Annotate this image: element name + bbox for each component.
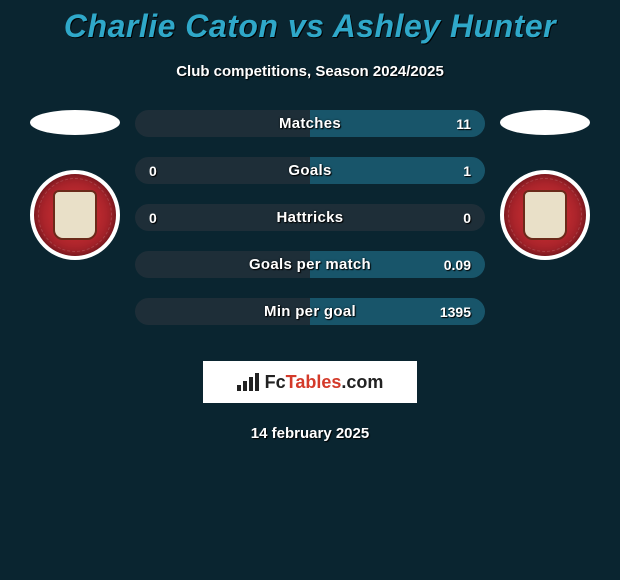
stat-right-value: 0.09	[444, 257, 471, 273]
stat-right-value: 1	[463, 163, 471, 179]
stat-left-value: 0	[149, 210, 157, 226]
stat-label: Goals per match	[135, 256, 485, 273]
stat-left-value: 0	[149, 163, 157, 179]
stats-column: Matches 11 0 Goals 1 0 Hattricks 0 Goals…	[135, 110, 485, 325]
subtitle: Club competitions, Season 2024/2025	[176, 63, 444, 80]
player-right-column	[485, 110, 605, 260]
stat-right-value: 11	[456, 116, 471, 132]
brand-com: .com	[341, 372, 383, 392]
player-left-flag-placeholder	[30, 110, 120, 135]
player-left-club-crest	[30, 170, 120, 260]
brand-watermark: FcTables.com	[203, 361, 417, 403]
player-right-club-crest	[500, 170, 590, 260]
stat-right-value: 1395	[440, 304, 471, 320]
page-title: Charlie Caton vs Ashley Hunter	[64, 8, 556, 45]
brand-fc: Fc	[265, 372, 286, 392]
player-left-column	[15, 110, 135, 260]
brand-text: FcTables.com	[265, 372, 384, 393]
stat-row-goals: 0 Goals 1	[135, 157, 485, 184]
stat-row-min-per-goal: Min per goal 1395	[135, 298, 485, 325]
stat-row-hattricks: 0 Hattricks 0	[135, 204, 485, 231]
bar-chart-icon	[237, 373, 259, 391]
stat-row-matches: Matches 11	[135, 110, 485, 137]
player-right-flag-placeholder	[500, 110, 590, 135]
stat-label: Matches	[135, 115, 485, 132]
infographic-root: Charlie Caton vs Ashley Hunter Club comp…	[0, 0, 620, 442]
stat-label: Goals	[135, 162, 485, 179]
crest-shield-icon	[523, 190, 567, 240]
stat-label: Hattricks	[135, 209, 485, 226]
crest-shield-icon	[53, 190, 97, 240]
brand-tables: Tables	[286, 372, 342, 392]
comparison-row: Matches 11 0 Goals 1 0 Hattricks 0 Goals…	[0, 110, 620, 325]
stat-label: Min per goal	[135, 303, 485, 320]
date-label: 14 february 2025	[251, 425, 369, 442]
stat-right-value: 0	[463, 210, 471, 226]
stat-row-goals-per-match: Goals per match 0.09	[135, 251, 485, 278]
